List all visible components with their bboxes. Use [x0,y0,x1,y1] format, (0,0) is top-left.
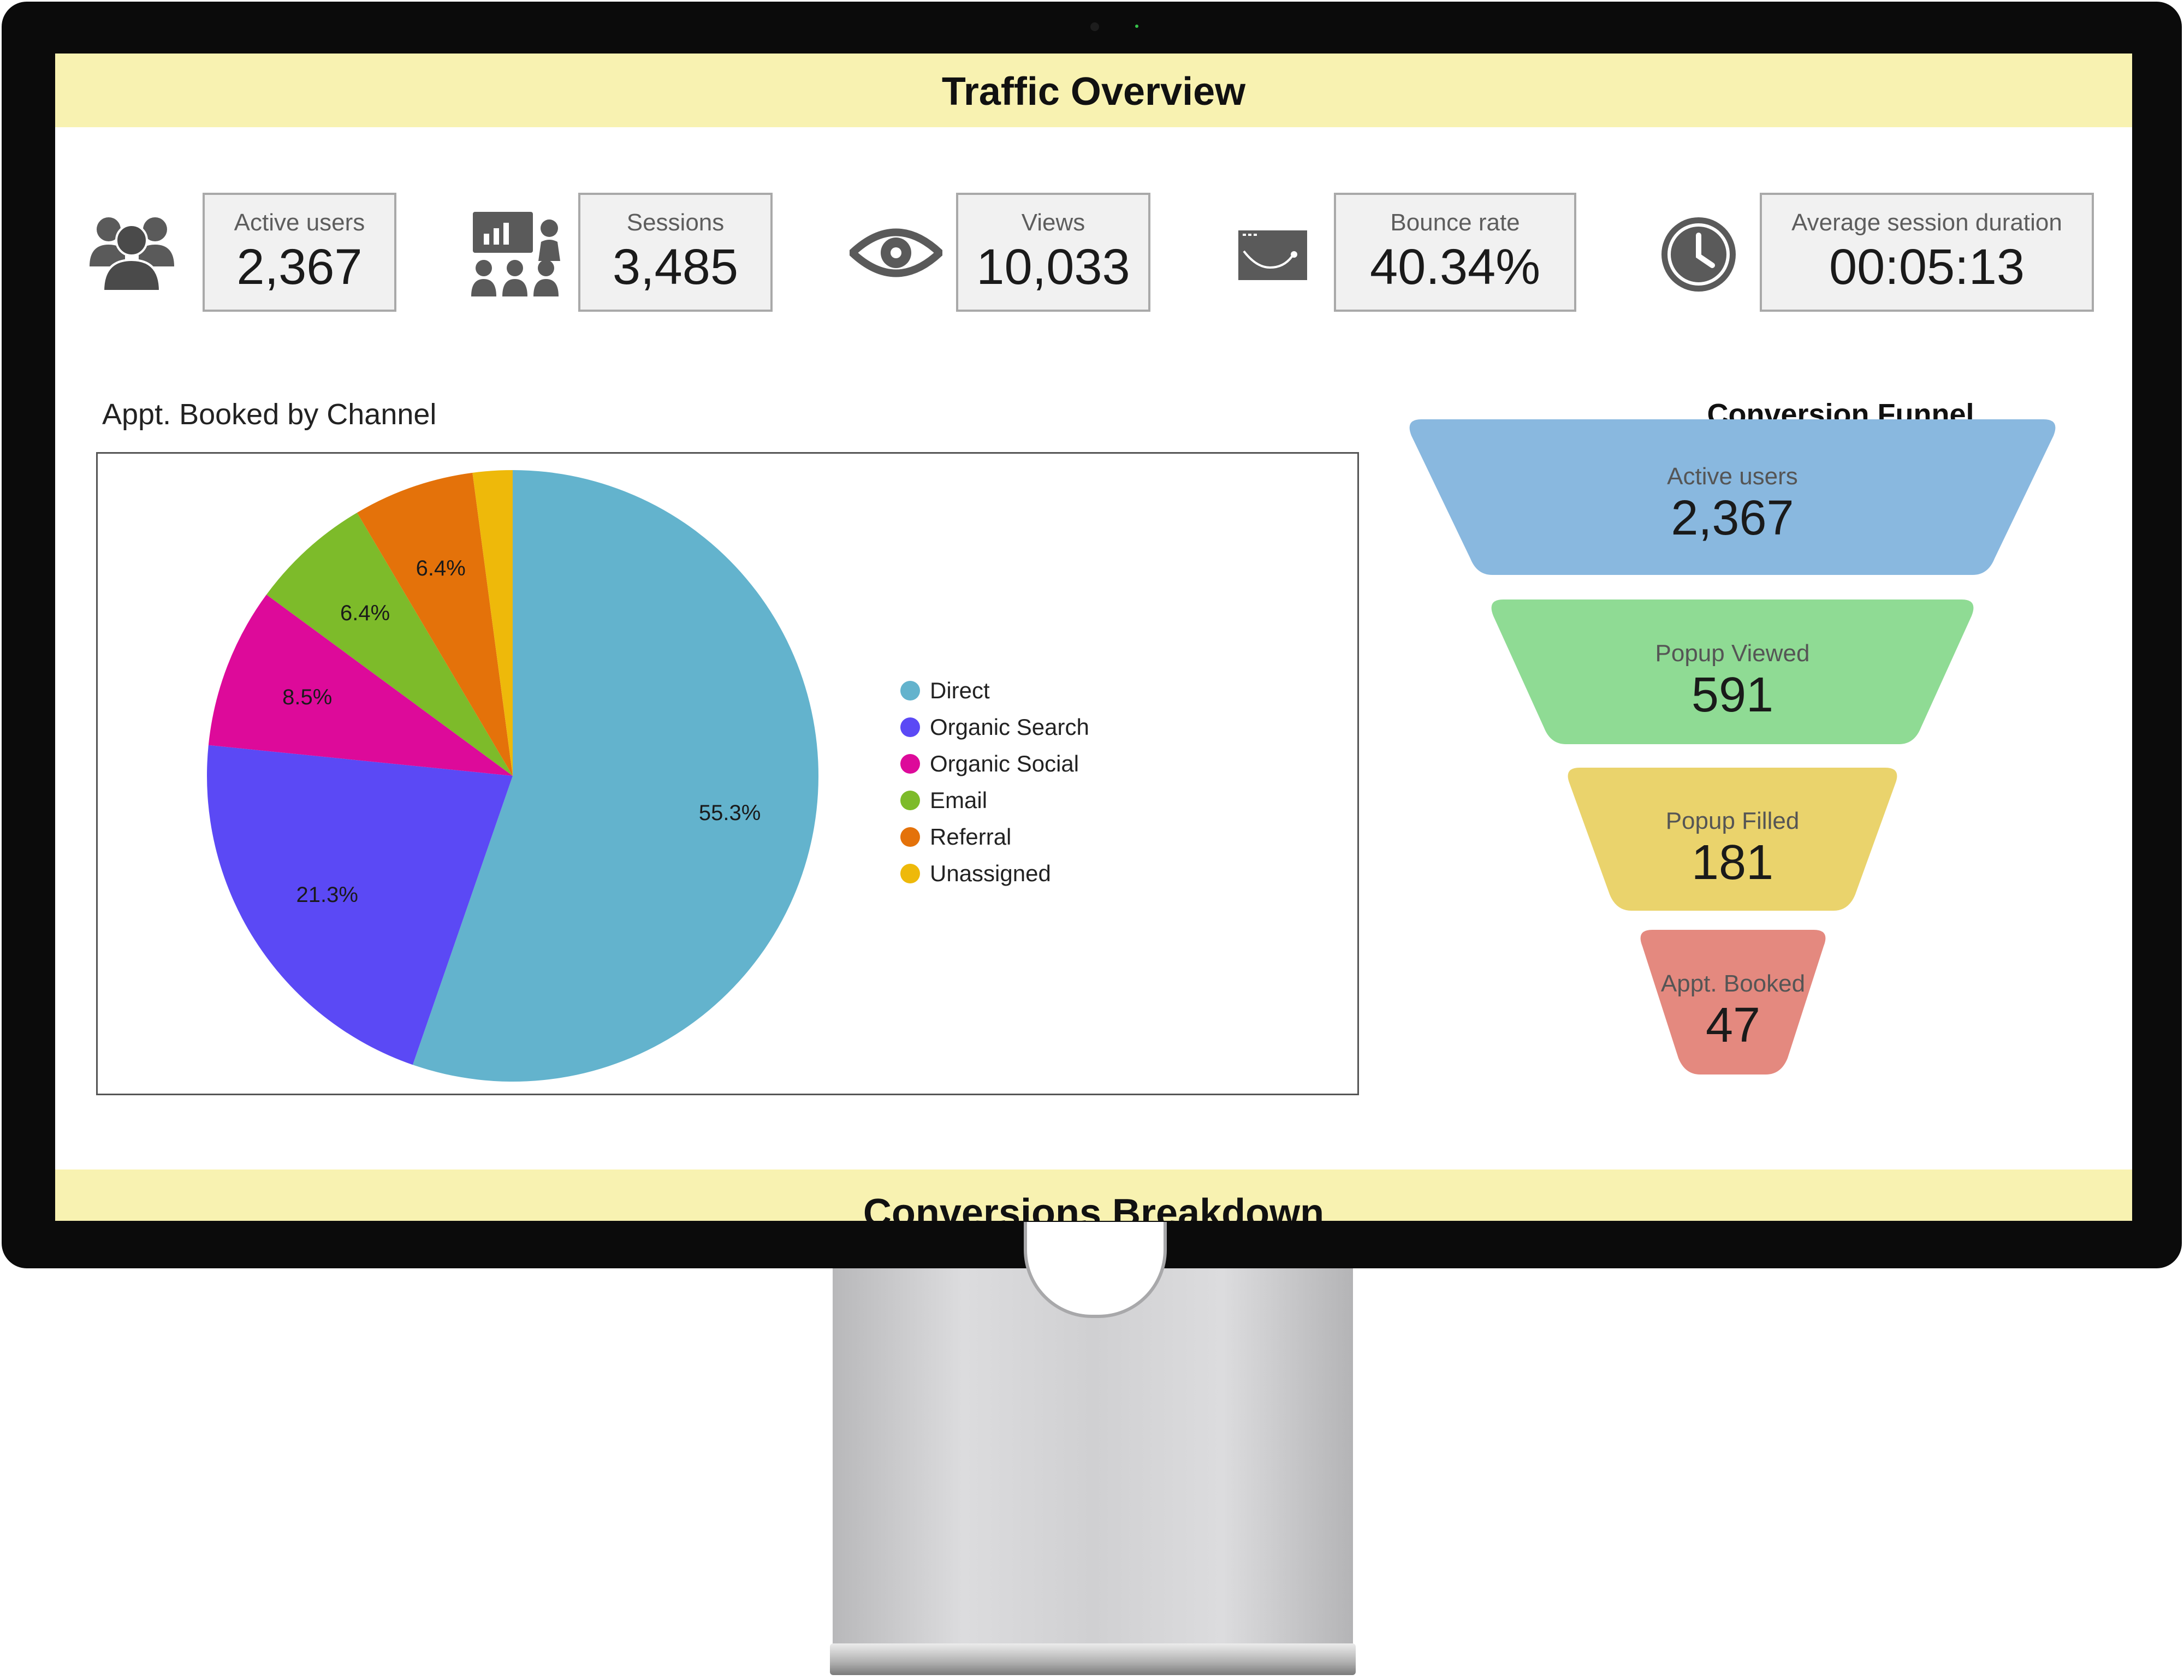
funnel-shape [1640,930,1826,1075]
funnel-stage-active-users[interactable]: Active users 2,367 [1405,419,2060,575]
kpi-bounce-rate: Bounce rate 40.34% [1334,193,1576,312]
pie-slice-direct[interactable] [412,470,818,1082]
funnel-stage-label: Active users [1667,462,1798,490]
legend-label: Direct [930,678,990,703]
pie-chart-frame: 55.3% 21.3% 8.5% 6.4% 6.4% Direct Organic Sea… [96,452,1359,1095]
pie-chart: 55.3% 21.3% 8.5% 6.4% 6.4% [206,470,818,1082]
section-banner-traffic-overview: Traffic Overview [55,54,2132,127]
legend-label: Unassigned [930,860,1051,886]
presentation-audience-icon [471,212,560,296]
funnel-stage-popup-viewed[interactable]: Popup Viewed 591 [1487,599,1978,744]
legend-swatch [900,827,920,847]
funnel-stage-value: 181 [1691,835,1774,891]
funnel-stage-label: Appt. Booked [1660,970,1806,998]
pie-slice-email[interactable] [266,512,513,776]
camera-led [1135,25,1138,28]
chart-legend: Direct Organic Search Organic Social Email R… [900,672,1089,892]
legend-swatch [900,863,920,883]
kpi-value: 2,367 [236,239,363,295]
funnel-stage-value: 47 [1705,998,1761,1053]
legend-swatch [900,790,920,810]
kpi-value: 40.34% [1369,239,1541,295]
kpi-value: 00:05:13 [1829,239,2025,295]
kpi-avg-session-duration: Average session duration 00:05:13 [1760,193,2094,312]
legend-item-referral[interactable]: Referral [900,818,1089,855]
kpi-label: Sessions [626,209,725,236]
pie-slice-organic-search[interactable] [206,745,513,1065]
funnel-shape [1409,419,2056,575]
pie-data-label: 8.5% [282,685,332,709]
browser-bounce-icon [1238,230,1307,280]
monitor-stand [833,1268,1353,1645]
legend-item-unassigned[interactable]: Unassigned [900,855,1089,892]
funnel-stage-appt-booked[interactable]: Appt. Booked 47 [1636,930,1830,1075]
pie-slice-organic-social[interactable] [208,595,513,776]
kpi-label: Bounce rate [1390,209,1520,236]
users-group-icon [90,217,174,292]
funnel-stage-popup-filled[interactable]: Popup Filled 181 [1563,768,1902,911]
funnel-stage-label: Popup Viewed [1655,640,1810,667]
camera-dot [1090,22,1099,31]
legend-item-direct[interactable]: Direct [900,672,1089,709]
kpi-label: Views [1021,209,1085,236]
funnel-stage-value: 2,367 [1671,490,1794,545]
kpi-value: 10,033 [976,239,1130,295]
legend-swatch [900,717,920,737]
monitor-bezel: Traffic Overview Active users 2,367 Sess… [2,2,2182,1268]
pie-data-label: 55.3% [699,801,761,825]
dashboard-screen: Traffic Overview Active users 2,367 Sess… [55,54,2132,1221]
funnel-shape [1568,768,1897,911]
legend-swatch [900,753,920,774]
legend-label: Email [930,787,988,813]
legend-label: Organic Search [930,714,1089,740]
pie-slice-referral[interactable] [357,472,513,776]
funnel-stage-label: Popup Filled [1665,808,1800,835]
kpi-label: Average session duration [1791,209,2062,236]
monitor-stand-base [830,1643,1356,1675]
legend-label: Referral [930,824,1012,850]
kpi-value: 3,485 [612,239,739,295]
kpi-active-users: Active users 2,367 [203,193,396,312]
pie-data-label: 21.3% [296,883,358,907]
kpi-sessions: Sessions 3,485 [578,193,773,312]
funnel-stage-value: 591 [1691,668,1774,723]
legend-label: Organic Social [930,751,1079,776]
kpi-label: Active users [234,209,365,236]
funnel-shape [1491,599,1974,744]
legend-swatch [900,680,920,701]
chart-title: Appt. Booked by Channel [102,398,437,431]
kpi-views: Views 10,033 [956,193,1150,312]
legend-item-organic-search[interactable]: Organic Search [900,709,1089,745]
pie-data-label: 6.4% [340,601,390,625]
eye-icon [850,228,942,277]
pie-slice-unassigned[interactable] [472,470,513,776]
legend-item-organic-social[interactable]: Organic Social [900,745,1089,782]
section-banner-conversions-breakdown: Conversions Breakdown [55,1170,2132,1221]
pie-data-label: 6.4% [416,556,466,580]
legend-item-email[interactable]: Email [900,782,1089,818]
clock-icon [1661,217,1736,292]
